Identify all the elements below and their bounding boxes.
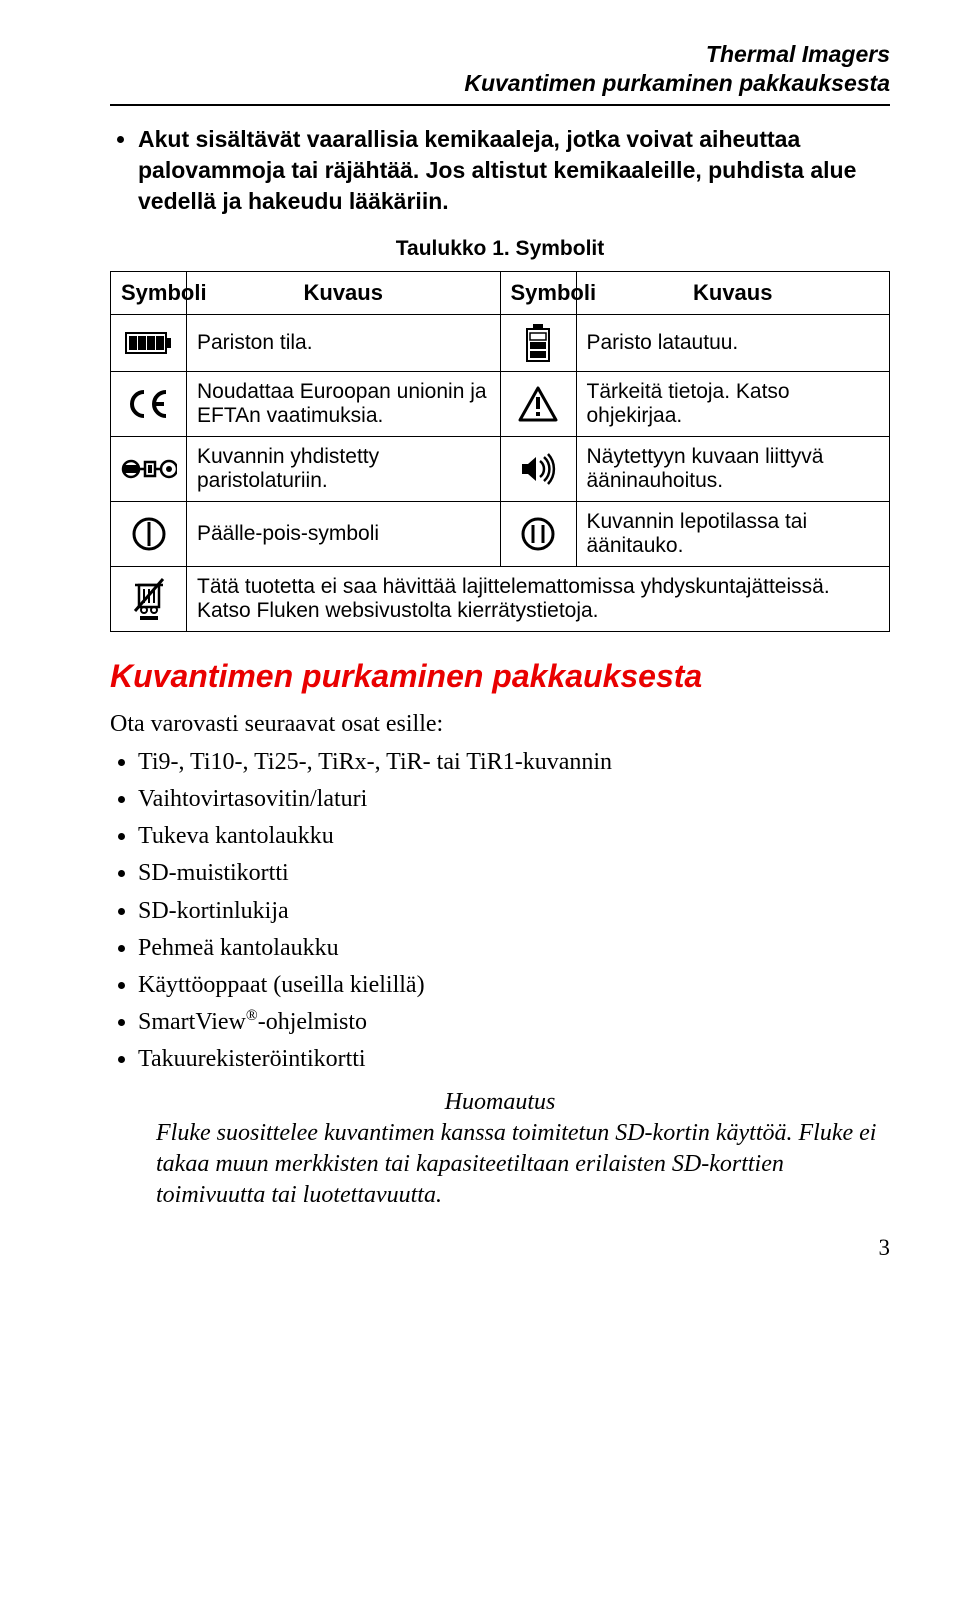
list-item: Pehmeä kantolaukku: [138, 930, 890, 967]
note-heading: Huomautus: [110, 1089, 890, 1116]
pause-standby-icon: [500, 501, 576, 566]
table-row: Päälle-pois-symboli Kuvannin lepotilassa…: [111, 501, 890, 566]
th-symbol-1: Symboli: [111, 271, 187, 314]
doc-header: Thermal Imagers Kuvantimen purkaminen pa…: [110, 40, 890, 98]
list-item: SmartView®-ohjelmisto: [138, 1004, 890, 1041]
battery-status-icon: [111, 314, 187, 371]
weee-bin-icon: [111, 566, 187, 631]
cell-desc: Näytettyyn kuvaan liittyvä ääninauhoitus…: [576, 436, 890, 501]
list-item: Takuurekisteröintikortti: [138, 1041, 890, 1078]
intro-bullets: Akut sisältävät vaarallisia kemikaaleja,…: [110, 124, 890, 217]
table-row: Tätä tuotetta ei saa hävittää lajittelem…: [111, 566, 890, 631]
list-item: Ti9-, Ti10-, Ti25-, TiRx-, TiR- tai TiR1…: [138, 744, 890, 781]
cell-desc: Tärkeitä tietoja. Katso ohjekirjaa.: [576, 371, 890, 436]
th-desc-2: Kuvaus: [576, 271, 890, 314]
list-item: SD-kortinlukija: [138, 893, 890, 930]
cell-desc: Päälle-pois-symboli: [187, 501, 501, 566]
list-item: Käyttöoppaat (useilla kielillä): [138, 967, 890, 1004]
battery-charging-icon: [500, 314, 576, 371]
cell-desc: Kuvannin yhdistetty paristolaturiin.: [187, 436, 501, 501]
cell-desc: Kuvannin lepotilassa tai äänitauko.: [576, 501, 890, 566]
page: Thermal Imagers Kuvantimen purkaminen pa…: [0, 0, 960, 1301]
header-rule: [110, 104, 890, 106]
table-caption: Taulukko 1. Symbolit: [110, 237, 890, 261]
header-line-1: Thermal Imagers: [110, 40, 890, 69]
cell-merged-desc: Tätä tuotetta ei saa hävittää lajittelem…: [187, 566, 890, 631]
list-item: SD-muistikortti: [138, 855, 890, 892]
table-row: Kuvannin yhdistetty paristolaturiin. Näy…: [111, 436, 890, 501]
table-head-row: Symboli Kuvaus Symboli Kuvaus: [111, 271, 890, 314]
cell-desc: Paristo latautuu.: [576, 314, 890, 371]
section-lead: Ota varovasti seuraavat osat esille:: [110, 709, 890, 740]
th-symbol-2: Symboli: [500, 271, 576, 314]
ce-mark-icon: [111, 371, 187, 436]
th-desc-1: Kuvaus: [187, 271, 501, 314]
package-items: Ti9-, Ti10-, Ti25-, TiRx-, TiR- tai TiR1…: [110, 744, 890, 1079]
note-body: Fluke suosittelee kuvantimen kanssa toim…: [156, 1118, 890, 1212]
power-icon: [111, 501, 187, 566]
audio-record-icon: [500, 436, 576, 501]
table-row: Noudattaa Euroopan unionin ja EFTAn vaat…: [111, 371, 890, 436]
list-item: Vaihtovirtasovitin/laturi: [138, 781, 890, 818]
intro-bullet-1: Akut sisältävät vaarallisia kemikaaleja,…: [138, 124, 890, 217]
section-title: Kuvantimen purkaminen pakkauksesta: [110, 658, 890, 695]
list-item: Tukeva kantolaukku: [138, 818, 890, 855]
charger-connected-icon: [111, 436, 187, 501]
warning-icon: [500, 371, 576, 436]
table-row: Pariston tila. Paristo latautuu.: [111, 314, 890, 371]
header-line-2: Kuvantimen purkaminen pakkauksesta: [110, 69, 890, 98]
cell-desc: Pariston tila.: [187, 314, 501, 371]
symbols-table: Symboli Kuvaus Symboli Kuvaus: [110, 271, 890, 632]
page-number: 3: [110, 1235, 890, 1261]
cell-desc: Noudattaa Euroopan unionin ja EFTAn vaat…: [187, 371, 501, 436]
